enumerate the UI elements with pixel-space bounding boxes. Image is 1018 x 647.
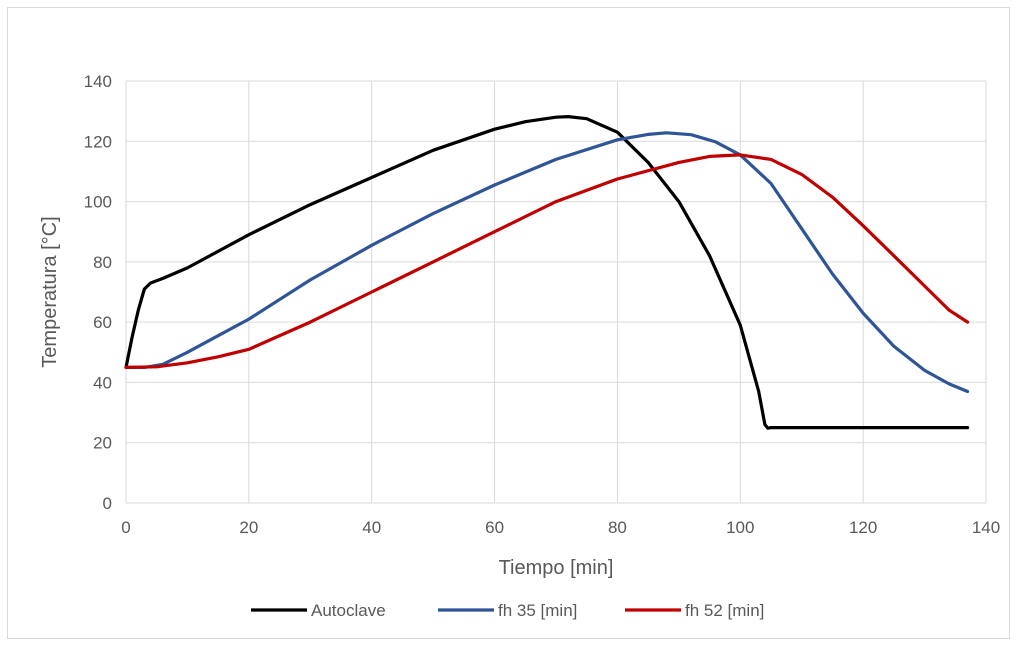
- y-tick-label: 20: [93, 434, 112, 453]
- legend-label: fh 52 [min]: [685, 601, 764, 620]
- series-line-1: [124, 115, 970, 430]
- y-tick-label: 80: [93, 253, 112, 272]
- series-line-3: [124, 153, 970, 369]
- y-tick-label: 120: [84, 132, 112, 151]
- x-tick-label: 60: [485, 518, 504, 537]
- y-tick-label: 0: [103, 494, 112, 513]
- y-tick-label: 140: [84, 72, 112, 91]
- y-tick-label: 100: [84, 193, 112, 212]
- x-tick-label: 100: [726, 518, 754, 537]
- x-tick-label: 80: [608, 518, 627, 537]
- chart-frame: 0 20 40 60 80 100 120 140 0 20 40 60 80 100 120 140 Tie…: [7, 7, 1010, 639]
- grid-lines: [125, 80, 987, 504]
- x-axis-title: Tiempo [min]: [499, 557, 614, 579]
- y-tick-label: 40: [93, 373, 112, 392]
- legend-label: Autoclave: [311, 601, 386, 620]
- x-tick-label: 0: [121, 518, 130, 537]
- series-line-2: [124, 131, 970, 394]
- y-axis-title: Temperatura [°C]: [39, 216, 61, 367]
- series-lines: [124, 115, 970, 430]
- y-tick-label: 60: [93, 313, 112, 332]
- x-tick-label: 140: [972, 518, 1000, 537]
- legend-label: fh 35 [min]: [498, 601, 577, 620]
- x-tick-label: 120: [849, 518, 877, 537]
- x-tick-label: 20: [239, 518, 258, 537]
- legend: Autoclave fh 35 [min] fh 52 [min]: [251, 601, 764, 620]
- tick-labels: 0 20 40 60 80 100 120 140 0 20 40 60 80 100 120 140: [84, 72, 1001, 537]
- x-tick-label: 40: [362, 518, 381, 537]
- temperature-chart: 0 20 40 60 80 100 120 140 0 20 40 60 80 100 120 140 Tie…: [39, 72, 1001, 620]
